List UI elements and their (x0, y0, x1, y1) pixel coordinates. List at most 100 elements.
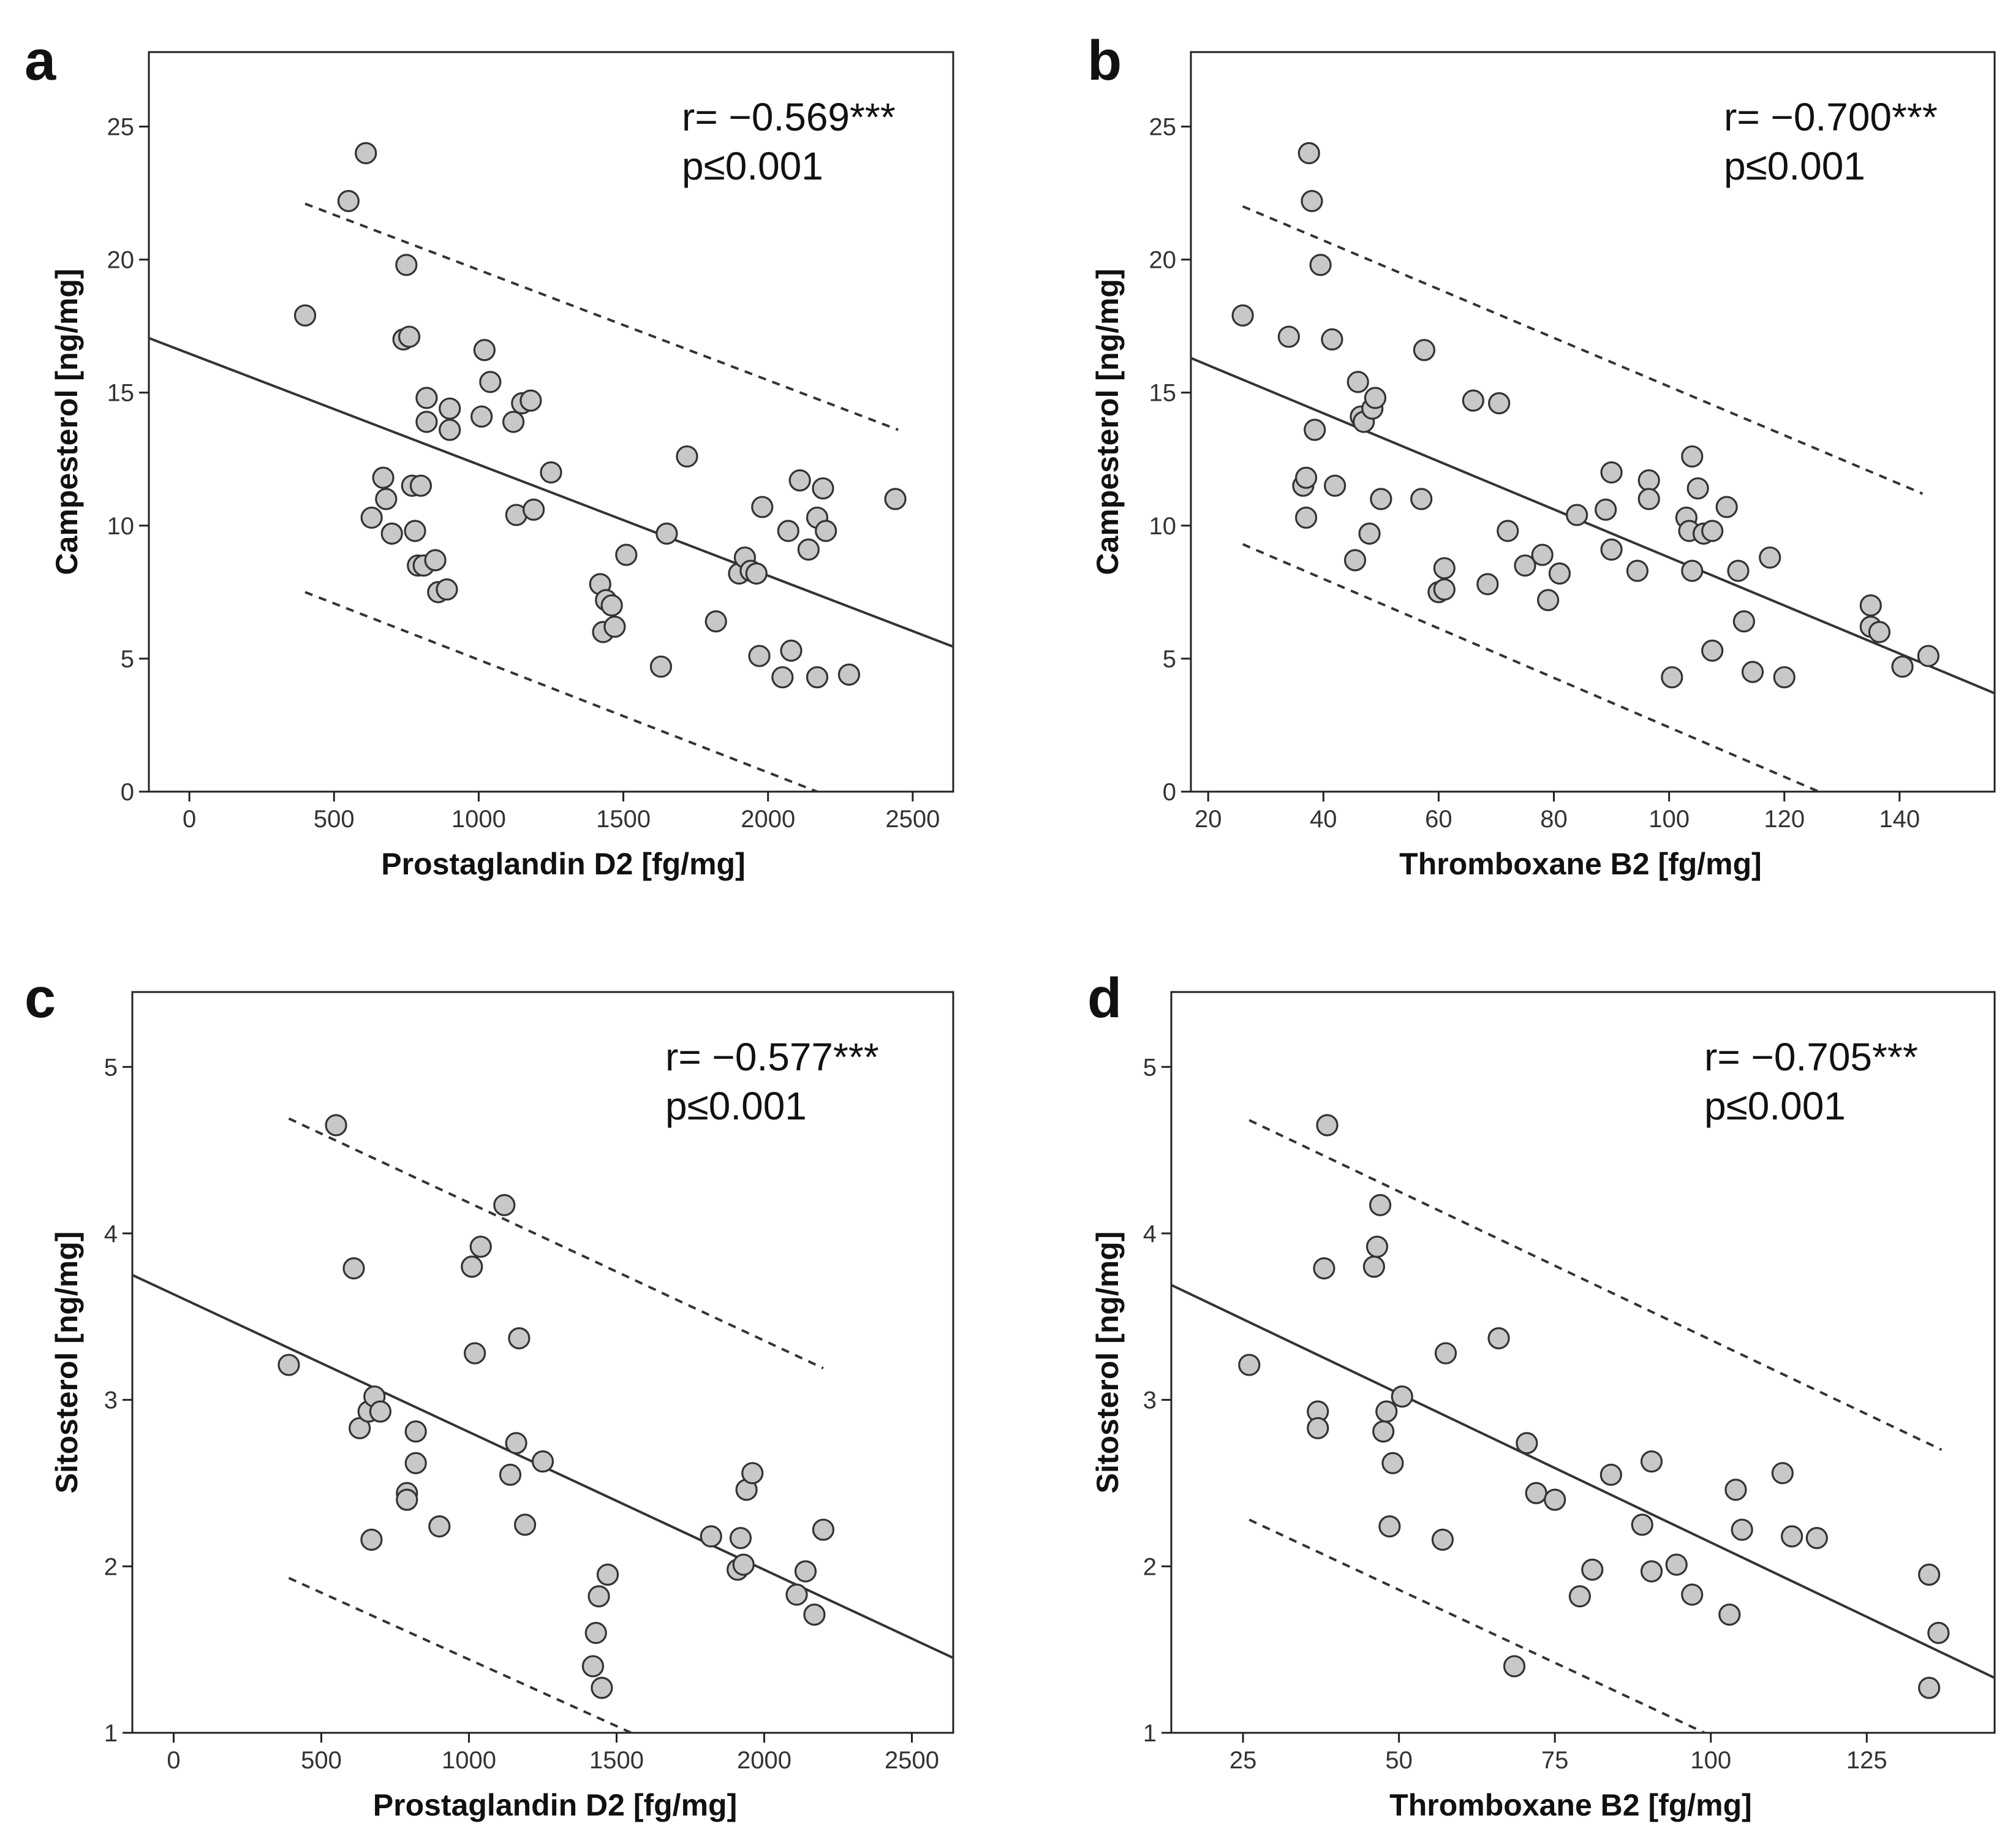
data-point (1343, 549, 1367, 572)
data-point (325, 1114, 347, 1137)
data-point (1346, 371, 1369, 393)
x-tick-label: 1000 (451, 806, 506, 833)
data-point (884, 488, 907, 510)
upper-prediction-line (288, 1117, 824, 1369)
data-point (603, 615, 626, 638)
data-point (700, 1525, 722, 1548)
data-point (837, 663, 861, 686)
data-point (1375, 1400, 1398, 1423)
data-point (1681, 1583, 1704, 1606)
data-point (1917, 1563, 1941, 1586)
data-point (1701, 639, 1724, 662)
data-point (1488, 392, 1511, 415)
data-point (1759, 546, 1781, 569)
data-point (1309, 254, 1332, 276)
data-point (337, 190, 360, 213)
y-tick-label: 25 (1149, 114, 1177, 141)
data-point (1514, 554, 1536, 577)
y-tick-label: 1 (104, 1720, 118, 1747)
data-point (1771, 1462, 1794, 1485)
panel-a: a 0 500 1000 1500 2000 2500 0 5 10 15 20 25 Prostagla… (25, 29, 954, 881)
data-point (1364, 387, 1387, 409)
data-point (1431, 1528, 1454, 1551)
data-point (1358, 522, 1381, 545)
correlation-label: r= −0.577*** (665, 1035, 879, 1079)
data-point (732, 1553, 755, 1576)
data-point (655, 522, 678, 545)
data-point (1681, 559, 1704, 582)
data-point (812, 477, 834, 500)
panel-b: b 20 40 60 80 100 120 140 0 5 10 15 20 25 Thromboxane … (1087, 29, 1996, 881)
data-point (395, 254, 418, 276)
panel-letter: d (1087, 967, 1122, 1029)
data-point (1859, 594, 1882, 617)
data-point (741, 1462, 764, 1485)
data-point (1525, 1482, 1547, 1504)
y-tick-label: 5 (1163, 646, 1176, 673)
data-point (1581, 1558, 1604, 1581)
data-point (1732, 610, 1755, 633)
data-point (751, 496, 774, 518)
data-point (1391, 1385, 1413, 1408)
data-point (424, 549, 447, 572)
y-axis-title: Sitosterol [ng/mg] (50, 1232, 84, 1494)
data-point (1868, 621, 1890, 643)
x-tick-label: 1500 (589, 1747, 644, 1774)
data-point (581, 1655, 605, 1678)
data-point (615, 543, 638, 566)
data-point (1307, 1417, 1329, 1439)
regression-line (149, 336, 953, 648)
data-point (404, 1420, 427, 1443)
data-point (1640, 1450, 1663, 1473)
data-point (360, 506, 383, 529)
data-point (1637, 488, 1660, 510)
regression-line (1171, 1284, 1995, 1679)
y-tick-label: 5 (104, 1054, 118, 1081)
data-point (1277, 325, 1300, 348)
data-point (797, 538, 820, 561)
data-point (1503, 1655, 1526, 1678)
x-tick-label: 2000 (741, 806, 795, 833)
data-point (729, 1527, 752, 1550)
data-point (748, 645, 771, 667)
data-point (523, 498, 545, 521)
data-point (780, 639, 803, 662)
data-point (1476, 573, 1499, 596)
data-point (409, 474, 432, 497)
data-point (1715, 496, 1738, 518)
data-point (788, 469, 811, 492)
x-tick-label: 140 (1879, 806, 1920, 833)
data-point (1637, 469, 1660, 492)
data-point (415, 387, 438, 409)
data-point (1640, 1560, 1663, 1583)
p-value-label: p≤0.001 (1724, 144, 1865, 188)
data-point (360, 1528, 383, 1551)
data-point (794, 1560, 817, 1583)
y-tick-label: 15 (107, 380, 135, 407)
data-point (1600, 461, 1623, 484)
x-tick-label: 0 (167, 1747, 180, 1774)
y-tick-label: 2 (1143, 1553, 1157, 1580)
y-tick-label: 4 (1143, 1221, 1157, 1248)
upper-prediction-line (304, 202, 899, 431)
p-value-label: p≤0.001 (682, 144, 823, 188)
y-tick-label: 3 (104, 1387, 118, 1414)
x-tick-label: 2500 (885, 1747, 939, 1774)
data-point (1805, 1527, 1828, 1550)
data-point (540, 461, 562, 484)
x-tick-label: 100 (1690, 1747, 1731, 1774)
data-point (815, 520, 837, 542)
data-point (1231, 304, 1254, 327)
data-point (771, 666, 794, 689)
data-point (1497, 520, 1519, 542)
data-point (436, 578, 458, 601)
y-tick-label: 3 (1143, 1387, 1157, 1414)
y-tick-label: 10 (1149, 513, 1177, 540)
data-point (745, 562, 768, 585)
y-tick-label: 0 (121, 779, 134, 806)
data-point (470, 405, 493, 428)
x-tick-label: 100 (1649, 806, 1690, 833)
data-point (1369, 1194, 1392, 1216)
y-tick-label: 0 (1163, 779, 1176, 806)
data-point (1568, 1585, 1592, 1608)
